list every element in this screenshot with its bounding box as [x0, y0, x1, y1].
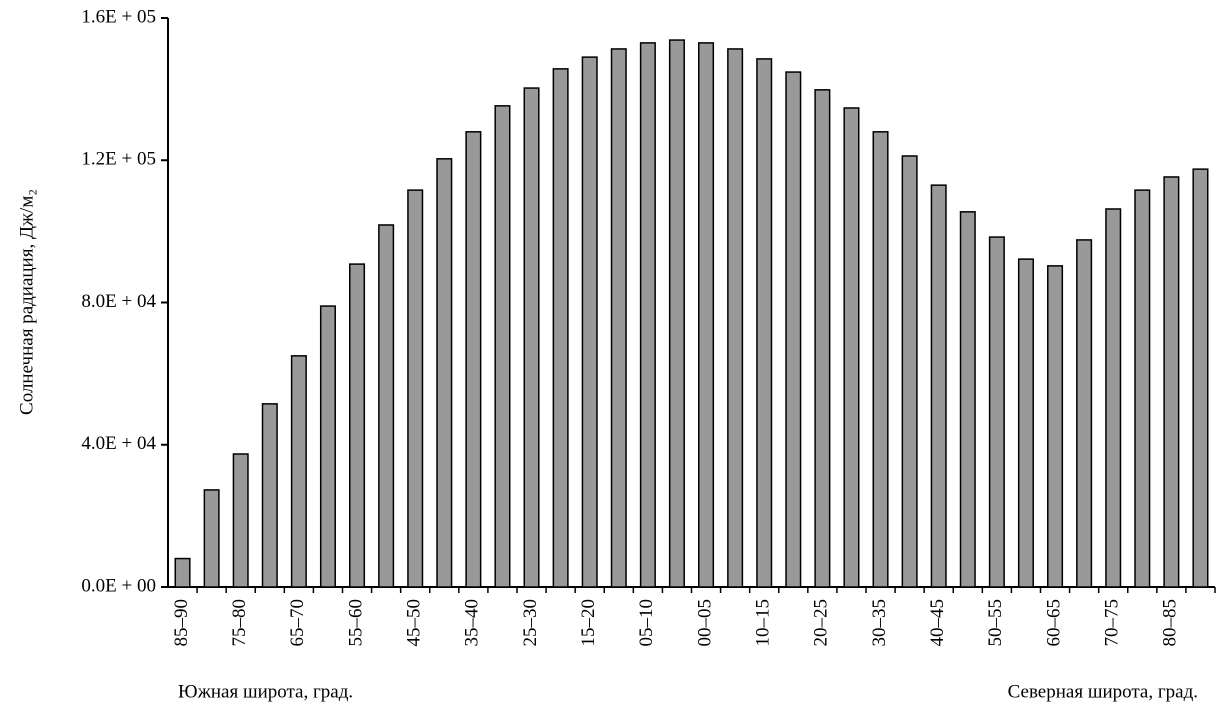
y-tick-label: 1.2E + 05 [81, 149, 156, 170]
bar [290, 355, 307, 588]
bar [610, 48, 627, 588]
bar [523, 87, 540, 588]
bar [1192, 168, 1209, 588]
bar [698, 42, 715, 588]
bar [494, 105, 511, 588]
bar [378, 224, 395, 588]
bar [727, 48, 744, 588]
bar [901, 155, 918, 588]
bar [349, 263, 366, 588]
x-tick-label: 10–15 [753, 599, 774, 647]
y-axis-label: Солнечная радиация, Дж/м₂ [16, 189, 37, 415]
bar [872, 131, 889, 588]
x-tick-label: 15–20 [578, 599, 599, 647]
x-tick-label: 50–55 [985, 599, 1006, 647]
bar [232, 453, 249, 588]
bar [319, 305, 336, 588]
bar [785, 71, 802, 588]
x-tick-label: 25–30 [520, 599, 541, 647]
bar [959, 211, 976, 588]
bar [1017, 258, 1034, 588]
bar [1163, 176, 1180, 588]
x-tick-label: 65–70 [287, 599, 308, 647]
bar [930, 184, 947, 588]
bar [639, 42, 656, 588]
bar [1076, 239, 1093, 588]
x-tick-label: 30–35 [869, 599, 890, 647]
x-tick-label: 60–65 [1043, 599, 1064, 647]
y-tick-label: 8.0E + 04 [81, 291, 156, 312]
x-tick-label: 85–90 [171, 599, 192, 647]
bar [1047, 265, 1064, 588]
x-tick-label: 00–05 [694, 599, 715, 647]
x-tick-label: 70–75 [1102, 599, 1123, 647]
x-tick-label: 40–45 [927, 599, 948, 647]
x-tick-label: 55–60 [345, 599, 366, 647]
y-tick-label: 1.6E + 05 [81, 6, 156, 27]
bar [668, 39, 685, 588]
bar [407, 189, 424, 588]
y-tick-label: 4.0E + 04 [81, 433, 156, 454]
bar [203, 489, 220, 588]
x-axis-label-left: Южная широта, град. [178, 681, 353, 702]
x-tick-label: 75–80 [229, 599, 250, 647]
bar [1105, 208, 1122, 588]
bar [261, 403, 278, 588]
x-axis-label-right: Северная широта, град. [1008, 681, 1198, 702]
bar [988, 236, 1005, 588]
bar [552, 68, 569, 588]
x-tick-label: 35–40 [462, 599, 483, 647]
y-tick-label: 0.0E + 00 [81, 575, 156, 596]
bar [465, 131, 482, 588]
bar [436, 158, 453, 588]
bar [756, 58, 773, 588]
bar [581, 56, 598, 588]
x-tick-label: 05–10 [636, 599, 657, 647]
bar [1134, 189, 1151, 588]
x-tick-label: 45–50 [404, 599, 425, 647]
x-tick-label: 80–85 [1160, 599, 1181, 647]
bar [814, 89, 831, 588]
x-tick-label: 20–25 [811, 599, 832, 647]
bar [174, 557, 191, 588]
bar [843, 107, 860, 588]
